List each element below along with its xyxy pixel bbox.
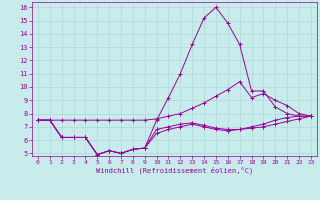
X-axis label: Windchill (Refroidissement éolien,°C): Windchill (Refroidissement éolien,°C) (96, 167, 253, 174)
